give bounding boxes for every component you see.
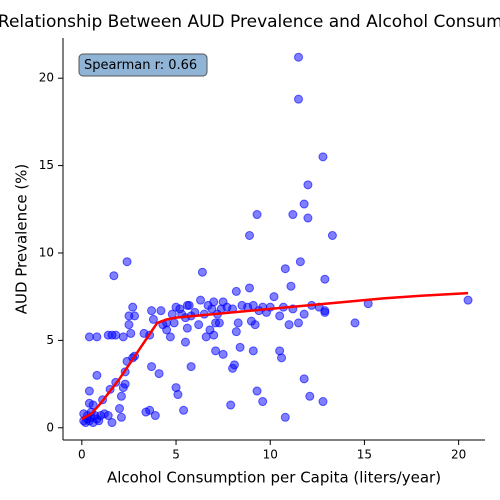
x-axis-label: Alcohol Consumption per Capita (liters/y… xyxy=(107,469,441,487)
point xyxy=(320,307,330,317)
x-tick-label: 15 xyxy=(357,448,372,462)
point xyxy=(231,286,241,296)
point xyxy=(122,257,132,267)
point xyxy=(209,330,219,340)
point xyxy=(84,386,94,396)
point xyxy=(209,297,219,307)
point xyxy=(252,386,262,396)
x-tick-label: 20 xyxy=(451,448,466,462)
point xyxy=(463,295,473,305)
point xyxy=(115,404,125,414)
y-tick-label: 10 xyxy=(39,245,54,259)
point xyxy=(269,292,279,302)
point xyxy=(116,412,126,422)
x-tick-label: 5 xyxy=(172,448,180,462)
point xyxy=(111,330,121,340)
point xyxy=(245,283,255,293)
point xyxy=(288,210,298,220)
x-tick-label: 0 xyxy=(78,448,86,462)
point xyxy=(128,302,138,312)
point xyxy=(226,400,236,410)
point xyxy=(327,231,337,241)
point xyxy=(126,328,136,338)
point xyxy=(280,264,290,274)
point xyxy=(293,94,303,104)
trend-line xyxy=(81,291,469,421)
point xyxy=(218,349,228,359)
point xyxy=(318,152,328,162)
point xyxy=(229,360,239,370)
point xyxy=(350,318,360,328)
point xyxy=(109,271,119,281)
point xyxy=(165,332,175,342)
annotation-box xyxy=(78,53,208,77)
point xyxy=(169,318,179,328)
point xyxy=(303,213,313,223)
point xyxy=(258,397,268,407)
point xyxy=(235,342,245,352)
point xyxy=(150,411,160,421)
point xyxy=(130,311,140,321)
point xyxy=(173,390,183,400)
point xyxy=(248,346,258,356)
point xyxy=(295,257,305,267)
point xyxy=(318,397,328,407)
point xyxy=(233,318,243,328)
point xyxy=(103,411,113,421)
point xyxy=(299,309,309,319)
point xyxy=(120,379,130,389)
point xyxy=(194,320,204,330)
y-tick-label: 0 xyxy=(46,420,54,434)
point xyxy=(186,362,196,372)
point xyxy=(231,327,241,337)
y-tick-label: 15 xyxy=(39,158,54,172)
point xyxy=(118,332,128,342)
y-tick-label: 5 xyxy=(46,333,54,347)
x-tick-label: 10 xyxy=(263,448,278,462)
point xyxy=(293,318,303,328)
point xyxy=(305,391,315,401)
y-tick-label: 20 xyxy=(39,71,54,85)
point xyxy=(252,210,262,220)
point xyxy=(182,323,192,333)
y-axis-label: AUD Prevalence (%) xyxy=(13,164,31,315)
point xyxy=(180,337,190,347)
point xyxy=(92,370,102,380)
point xyxy=(214,318,224,328)
point xyxy=(154,369,164,379)
point xyxy=(320,274,330,284)
point xyxy=(286,281,296,291)
point xyxy=(147,362,157,372)
point xyxy=(148,314,158,324)
point xyxy=(299,199,309,209)
point xyxy=(245,231,255,241)
point xyxy=(275,311,285,321)
point xyxy=(303,180,313,190)
point xyxy=(92,332,102,342)
point xyxy=(277,353,287,363)
point xyxy=(299,374,309,384)
point xyxy=(141,407,151,417)
annotation: Spearman r: 0.66 xyxy=(84,58,197,73)
point xyxy=(147,306,157,316)
point xyxy=(196,295,206,305)
point xyxy=(211,346,221,356)
point xyxy=(284,320,294,330)
point xyxy=(197,267,207,277)
point xyxy=(280,412,290,422)
point xyxy=(88,400,98,410)
point xyxy=(184,300,194,310)
chart-title: Relationship Between AUD Prevalence and … xyxy=(0,12,500,32)
point xyxy=(156,306,166,316)
point xyxy=(250,320,260,330)
point xyxy=(107,418,117,428)
point xyxy=(84,332,94,342)
point xyxy=(116,391,126,401)
point xyxy=(293,52,303,62)
point xyxy=(124,320,134,330)
point xyxy=(179,405,189,415)
